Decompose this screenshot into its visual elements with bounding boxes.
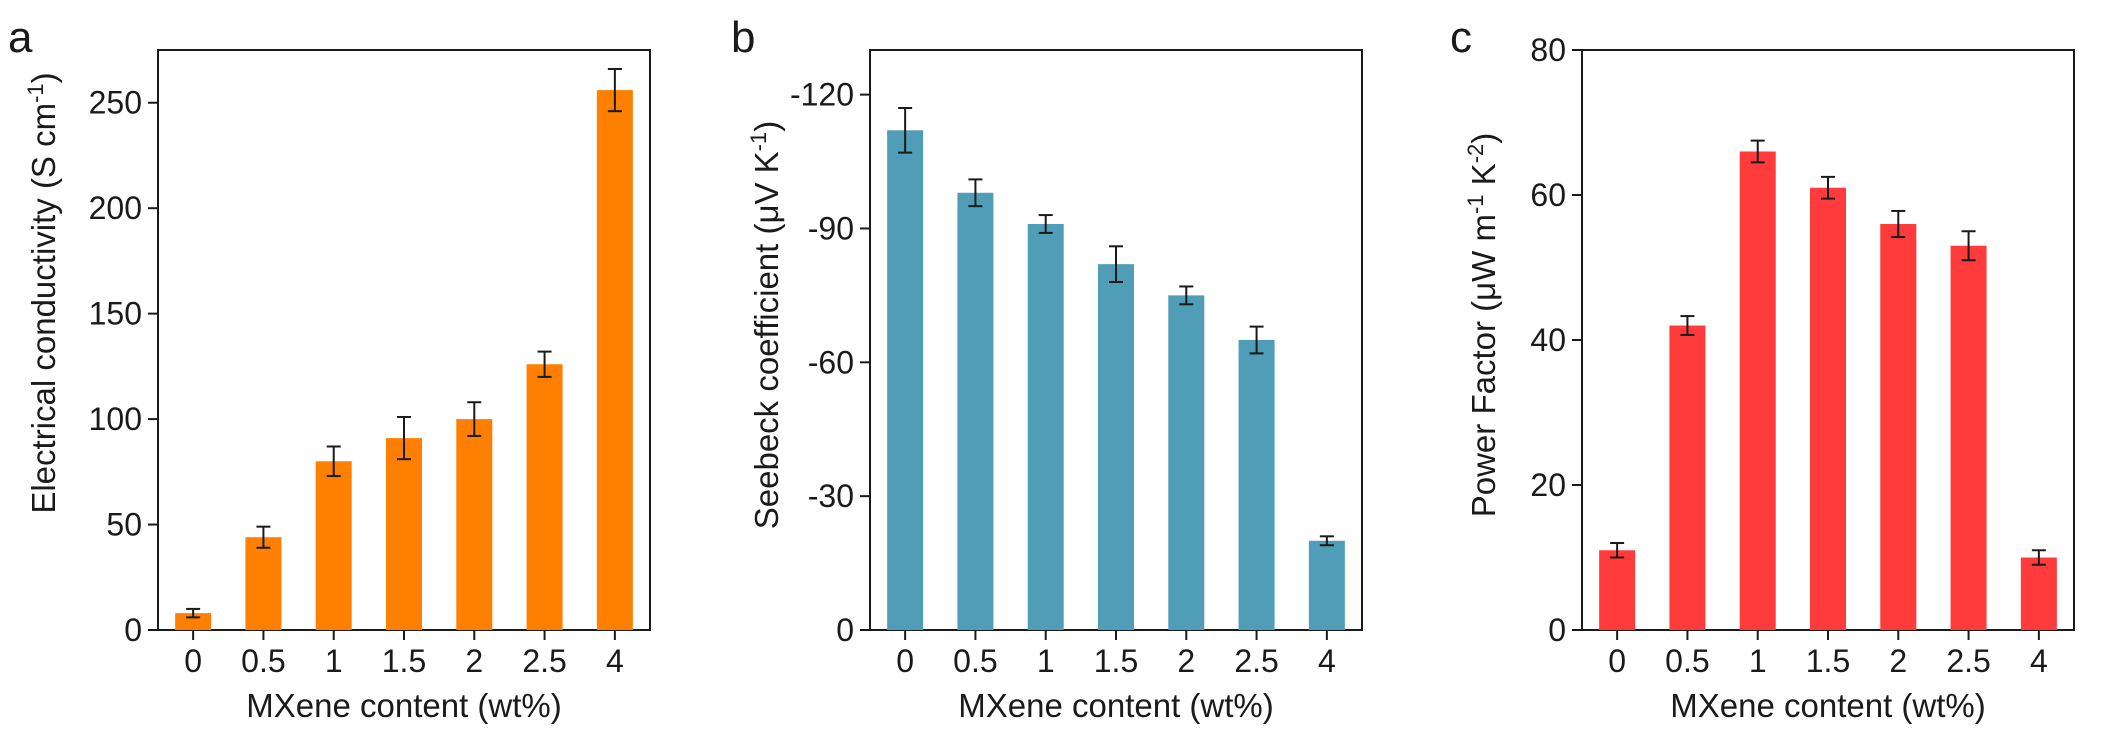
y-axis-label-a: Electrical conductivity (S cm-1) (23, 72, 62, 513)
x-tick-label-b: 0 (896, 643, 914, 679)
y-axis-label-b: Seebeck coefficient (μV K-1) (746, 121, 785, 530)
panel-c: c Power Factor (μW m-1 K-2) MXene conten… (1450, 13, 2075, 724)
bar-b-0 (887, 130, 924, 631)
x-tick-label-a: 2.5 (522, 643, 566, 679)
y-tick-label-c: 20 (1530, 467, 1566, 503)
x-tick-label-c: 2.5 (1946, 643, 1990, 679)
y-tick-label-c: 80 (1530, 32, 1566, 68)
bar-c-5 (1950, 245, 1987, 630)
bar-c-3 (1810, 187, 1846, 630)
bar-c-0 (1599, 550, 1636, 630)
y-axis-label-c: Power Factor (μW m-1 K-2) (1463, 133, 1502, 518)
bar-a-4 (456, 419, 493, 630)
panel-label-b: b (731, 13, 755, 62)
x-axis-label-b: MXene content (wt%) (958, 687, 1273, 724)
bar-b-4 (1168, 295, 1205, 630)
x-tick-label-c: 2 (1889, 643, 1907, 679)
x-tick-label-b: 1.5 (1094, 643, 1138, 679)
y-tick-label-b: -60 (808, 344, 854, 380)
y-tick-label-c: 60 (1530, 177, 1566, 213)
x-tick-label-a: 1.5 (382, 643, 426, 679)
bar-a-2 (315, 461, 352, 630)
y-tick-label-c: 0 (1548, 612, 1566, 648)
x-tick-label-a: 1 (325, 643, 343, 679)
bar-c-2 (1739, 151, 1776, 630)
bar-a-0 (175, 613, 212, 630)
y-tick-label-a: 100 (89, 401, 142, 437)
y-tick-label-a: 200 (89, 190, 142, 226)
y-tick-label-a: 150 (89, 296, 142, 332)
x-tick-label-b: 2.5 (1234, 643, 1278, 679)
panel-label-c: c (1450, 13, 1472, 62)
x-tick-label-c: 1.5 (1806, 643, 1850, 679)
y-tick-label-b: -30 (808, 478, 854, 514)
bar-b-5 (1238, 340, 1275, 630)
bar-c-4 (1880, 224, 1917, 630)
x-tick-label-c: 1 (1749, 643, 1767, 679)
y-tick-label-b: 0 (836, 612, 854, 648)
bar-c-6 (2020, 557, 2057, 630)
panel-b: b Seebeck coefficient (μV K-1) MXene con… (731, 13, 1363, 724)
x-tick-label-a: 0.5 (241, 643, 285, 679)
bar-b-3 (1098, 264, 1134, 630)
bar-a-5 (526, 364, 563, 630)
bar-b-2 (1027, 224, 1064, 630)
x-tick-label-a: 2 (465, 643, 483, 679)
bar-a-1 (245, 537, 282, 630)
x-axis-label-a: MXene content (wt%) (246, 687, 561, 724)
bar-b-1 (957, 192, 994, 630)
y-tick-label-a: 0 (124, 612, 142, 648)
x-tick-label-a: 0 (184, 643, 202, 679)
bar-a-3 (386, 438, 422, 630)
bar-b-6 (1308, 540, 1345, 630)
x-tick-label-a: 4 (606, 643, 624, 679)
panel-label-a: a (8, 13, 33, 62)
x-tick-label-b: 0.5 (953, 643, 997, 679)
bar-a-6 (596, 90, 633, 630)
x-tick-label-b: 1 (1037, 643, 1055, 679)
y-tick-label-c: 40 (1530, 322, 1566, 358)
y-tick-label-a: 250 (89, 85, 142, 121)
x-tick-label-c: 0.5 (1665, 643, 1709, 679)
x-tick-label-b: 4 (1318, 643, 1336, 679)
x-tick-label-b: 2 (1177, 643, 1195, 679)
bar-c-1 (1669, 325, 1706, 630)
y-tick-label-b: -90 (808, 210, 854, 246)
x-tick-label-c: 0 (1608, 643, 1626, 679)
y-tick-label-a: 50 (106, 507, 142, 543)
panel-a: a Electrical conductivity (S cm-1) MXene… (8, 13, 651, 724)
y-tick-label-b: -120 (790, 77, 854, 113)
x-axis-label-c: MXene content (wt%) (1670, 687, 1985, 724)
x-tick-label-c: 4 (2030, 643, 2048, 679)
